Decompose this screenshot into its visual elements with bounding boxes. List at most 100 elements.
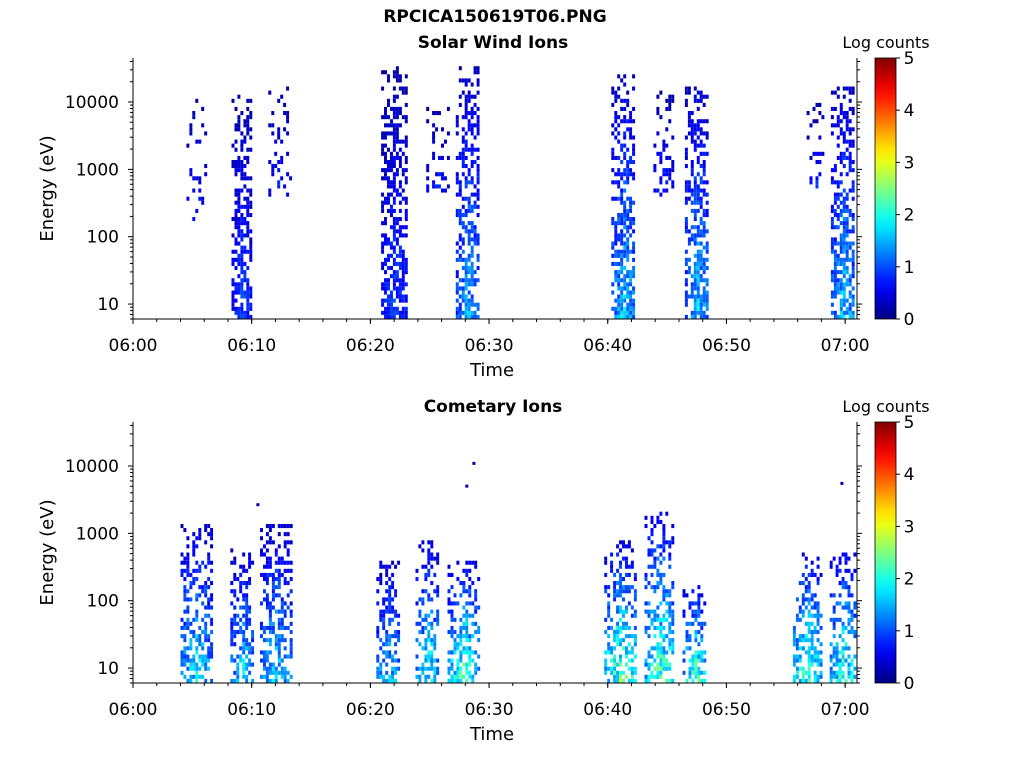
data-cell xyxy=(195,597,199,602)
data-cell xyxy=(401,249,405,254)
data-cell xyxy=(388,650,392,655)
data-cell xyxy=(702,192,706,197)
data-cell xyxy=(471,621,475,626)
data-cell xyxy=(844,678,848,683)
data-cell xyxy=(201,560,205,565)
data-cell xyxy=(629,204,633,209)
data-cell xyxy=(705,298,709,303)
data-cell xyxy=(844,658,848,663)
data-cell xyxy=(392,200,396,205)
data-cell xyxy=(401,90,405,95)
data-cell xyxy=(833,270,837,275)
data-cell xyxy=(249,176,253,181)
data-cell xyxy=(617,184,621,189)
data-cell xyxy=(617,306,621,311)
data-cell xyxy=(810,613,814,618)
data-cell xyxy=(195,593,199,598)
data-cell xyxy=(385,564,389,569)
data-cell xyxy=(474,593,478,598)
data-cell xyxy=(835,658,839,663)
data-cell xyxy=(620,266,624,271)
x-tick-label: 06:30 xyxy=(465,700,514,720)
data-cell xyxy=(450,609,454,614)
data-cell xyxy=(459,630,463,635)
data-cell xyxy=(183,577,187,582)
data-cell xyxy=(656,625,660,630)
data-cell xyxy=(204,585,208,590)
data-cell xyxy=(807,662,811,667)
data-cell xyxy=(404,233,408,238)
data-cell xyxy=(682,670,686,675)
data-cell xyxy=(192,634,196,639)
data-cell xyxy=(850,662,854,667)
data-cell xyxy=(684,290,688,295)
data-cell xyxy=(192,540,196,545)
data-cell xyxy=(268,564,272,569)
data-cell xyxy=(381,298,385,303)
data-cell xyxy=(462,646,466,651)
data-cell xyxy=(620,229,624,234)
data-cell xyxy=(280,621,284,626)
data-cell xyxy=(613,630,617,635)
data-cell xyxy=(268,528,272,533)
data-cell xyxy=(249,188,253,193)
data-cell xyxy=(462,589,466,594)
data-cell xyxy=(659,519,663,524)
data-cell xyxy=(629,274,633,279)
data-cell xyxy=(833,213,837,218)
data-cell xyxy=(277,184,281,189)
data-cell xyxy=(384,151,387,156)
data-cell xyxy=(833,241,837,246)
data-cell xyxy=(473,278,477,283)
data-cell xyxy=(656,674,660,679)
data-cell xyxy=(395,111,399,116)
data-cell xyxy=(632,176,636,181)
data-cell xyxy=(424,678,428,683)
data-cell xyxy=(839,286,843,291)
data-cell xyxy=(398,261,402,266)
data-cell xyxy=(626,172,630,177)
data-cell xyxy=(816,613,820,618)
data-cell xyxy=(236,674,240,679)
data-cell xyxy=(702,257,706,262)
data-cell xyxy=(807,666,811,671)
data-cell xyxy=(427,552,431,557)
data-cell xyxy=(470,298,474,303)
data-cell xyxy=(239,572,243,577)
data-cell xyxy=(630,560,634,565)
data-cell xyxy=(626,98,630,103)
data-cell xyxy=(696,208,700,213)
data-cell xyxy=(809,180,813,185)
data-cell xyxy=(455,119,459,124)
data-cell xyxy=(839,249,843,254)
data-cell xyxy=(286,115,290,120)
data-cell xyxy=(626,119,630,124)
data-cell xyxy=(280,556,284,561)
data-cell xyxy=(239,581,243,586)
data-cell xyxy=(622,544,625,549)
data-cell xyxy=(246,298,250,303)
data-cell xyxy=(845,245,849,250)
data-cell xyxy=(841,654,845,659)
data-cell xyxy=(465,630,469,635)
data-cell xyxy=(847,605,851,610)
data-cell xyxy=(245,625,249,630)
data-cell xyxy=(476,196,480,201)
data-cell xyxy=(271,164,275,169)
data-cell xyxy=(237,200,241,205)
data-cell xyxy=(611,180,615,185)
data-cell xyxy=(632,310,636,315)
data-cell xyxy=(204,564,208,569)
data-cell xyxy=(201,630,205,635)
data-cell xyxy=(468,658,472,663)
data-cell xyxy=(662,634,666,639)
data-cell xyxy=(233,560,237,565)
data-cell xyxy=(705,192,709,197)
data-cell xyxy=(659,634,663,639)
data-cell xyxy=(832,556,836,561)
data-cell xyxy=(653,585,657,590)
data-cell xyxy=(234,172,238,177)
data-cell xyxy=(458,302,462,307)
data-cell xyxy=(239,589,243,594)
data-cell xyxy=(627,658,631,663)
